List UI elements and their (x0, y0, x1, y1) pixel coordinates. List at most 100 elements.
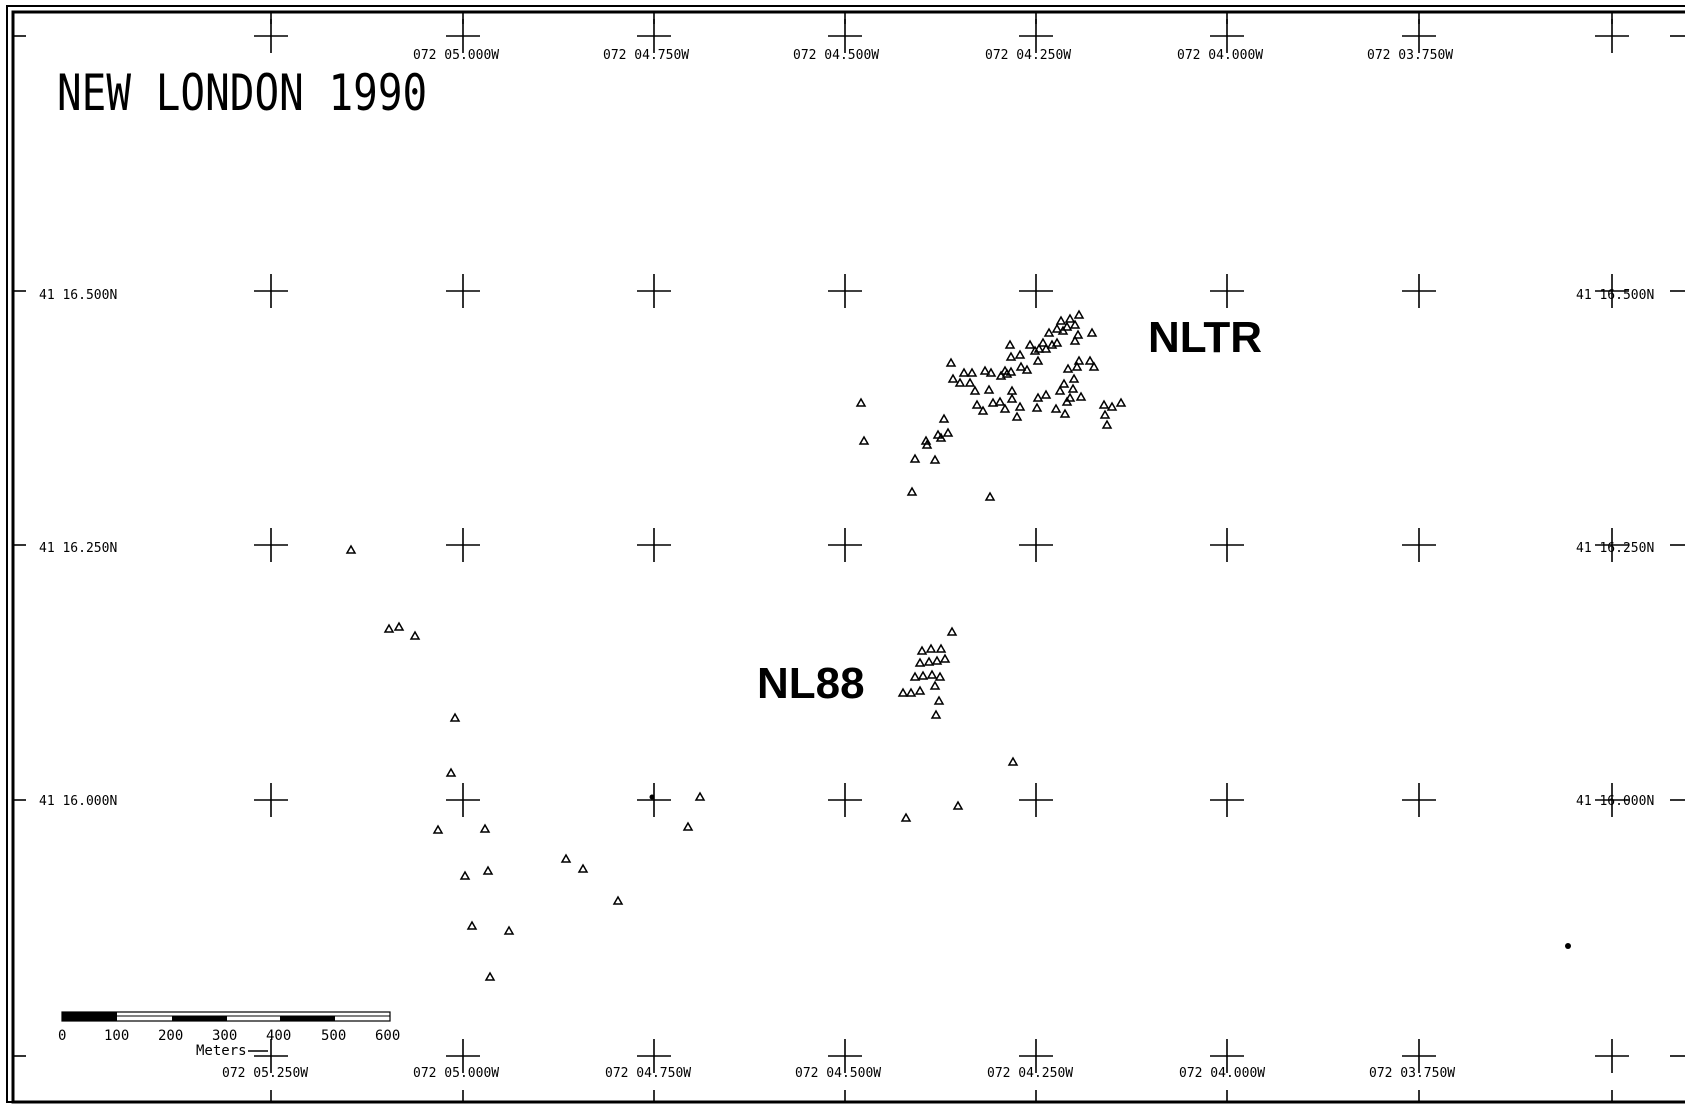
graticule-cross (828, 1039, 862, 1073)
lon-label-bottom: 072 04.250W (987, 1066, 1073, 1081)
lon-label-bottom: 072 05.000W (413, 1066, 499, 1081)
graticule-cross (828, 783, 862, 817)
lat-label-left: 41 16.500N (39, 288, 117, 303)
lon-label-top: 072 04.250W (985, 48, 1071, 63)
station-marker-nltr (909, 453, 921, 463)
station-marker (393, 621, 405, 631)
inner-border (11, 10, 1685, 1104)
station-marker-nltr (1001, 368, 1013, 378)
station-marker-nl88 (934, 671, 946, 681)
station-marker-nl88 (930, 709, 942, 719)
graticule-cross (1402, 1039, 1436, 1073)
station-marker-nl88 (914, 657, 926, 667)
station-marker-nl88 (931, 655, 943, 665)
station-marker-nltr (1051, 323, 1063, 333)
station-marker-nltr (1061, 396, 1073, 406)
top-longitude-labels: 072 05.000W 072 04.750W 072 04.500W 072 … (413, 48, 1453, 63)
graticule-cross (1595, 528, 1629, 562)
right-latitude-labels: 41 16.500N 41 16.250N 41 16.000N (1576, 288, 1654, 809)
graticule-cross (446, 274, 480, 308)
graticule-grid (254, 19, 1629, 1073)
station-marker-nltr (1050, 403, 1062, 413)
station-marker-nl88 (925, 643, 937, 653)
station-marker (612, 895, 624, 905)
lon-label-bottom: 072 05.250W (222, 1066, 308, 1081)
station-marker-nltr (1043, 327, 1055, 337)
station-marker (577, 863, 589, 873)
station-marker-nltr (969, 385, 981, 395)
station-marker-nltr (987, 397, 999, 407)
lon-label-top: 072 04.750W (603, 48, 689, 63)
graticule-cross (446, 1039, 480, 1073)
station-marker-nltr (947, 373, 959, 383)
lat-label-right: 41 16.250N (1576, 541, 1654, 556)
graticule-cross (446, 528, 480, 562)
station-marker (484, 971, 496, 981)
graticule-cross (1595, 19, 1629, 53)
lat-label-left: 41 16.000N (39, 794, 117, 809)
station-marker-nl88 (905, 687, 917, 697)
station-marker-nltr (932, 429, 944, 439)
station-marker-nltr (994, 396, 1006, 406)
station-marker-nl88 (935, 643, 947, 653)
station-marker-nltr (1004, 339, 1016, 349)
graticule-cross (1019, 528, 1053, 562)
lat-label-left: 41 16.250N (39, 541, 117, 556)
station-marker-nltr (999, 403, 1011, 413)
station-marker-nltr (945, 357, 957, 367)
graticule-cross (1019, 19, 1053, 53)
map-title: NEW LONDON 1990 (57, 64, 427, 122)
graticule-cross (828, 19, 862, 53)
station-marker-nltr (1115, 397, 1127, 407)
station-marker-nltr (1064, 392, 1076, 402)
station-marker-nltr (984, 491, 996, 501)
station-marker (682, 821, 694, 831)
graticule-cross (1402, 528, 1436, 562)
scale-unit-label: Meters (196, 1043, 247, 1059)
station-marker-nltr (1057, 325, 1069, 335)
scale-bar: 0 100 200 300 400 500 600 Meters (58, 1011, 400, 1059)
station-marker-nltr (1031, 402, 1043, 412)
graticule-cross (1402, 783, 1436, 817)
station-marker (952, 800, 964, 810)
station-marker-nltr (1071, 361, 1083, 371)
lat-label-right: 41 16.000N (1576, 794, 1654, 809)
station-marker (858, 435, 870, 445)
area-label-nl88: NL88 (757, 659, 865, 708)
station-marker-nltr (1015, 361, 1027, 371)
left-latitude-labels: 41 16.500N 41 16.250N 41 16.000N (39, 288, 117, 809)
scale-tick-label: 400 (266, 1028, 291, 1044)
graticule-cross (1019, 274, 1053, 308)
area-label-nltr: NLTR (1148, 313, 1262, 362)
station-marker (560, 853, 572, 863)
station-marker-nltr (1037, 337, 1049, 347)
station-marker-nltr (1073, 355, 1085, 365)
graticule-cross (1595, 1039, 1629, 1073)
station-marker-nl88 (926, 669, 938, 679)
lat-label-right: 41 16.500N (1576, 288, 1654, 303)
station-marker-nltr (929, 454, 941, 464)
station-marker-nltr (1006, 393, 1018, 403)
station-marker-nltr (921, 439, 933, 449)
lon-label-bottom: 072 04.500W (795, 1066, 881, 1081)
scale-bar-segment (172, 1016, 227, 1021)
graticule-cross (1595, 783, 1629, 817)
station-marker (482, 865, 494, 875)
station-marker (409, 630, 421, 640)
station-marker-nltr (938, 413, 950, 423)
station-marker-nl88 (917, 670, 929, 680)
station-marker (855, 397, 867, 407)
station-marker-nltr (1024, 339, 1036, 349)
station-marker-nltr (1101, 419, 1113, 429)
station-marker-nltr (1064, 313, 1076, 323)
graticule-cross (1019, 783, 1053, 817)
station-marker-nltr (1061, 321, 1073, 331)
station-markers (345, 309, 1127, 981)
graticule-cross (1210, 274, 1244, 308)
station-marker-nltr (1059, 408, 1071, 418)
station-marker (479, 823, 491, 833)
graticule-cross (254, 274, 288, 308)
graticule-cross (1402, 274, 1436, 308)
scale-tick-label: 0 (58, 1028, 66, 1044)
